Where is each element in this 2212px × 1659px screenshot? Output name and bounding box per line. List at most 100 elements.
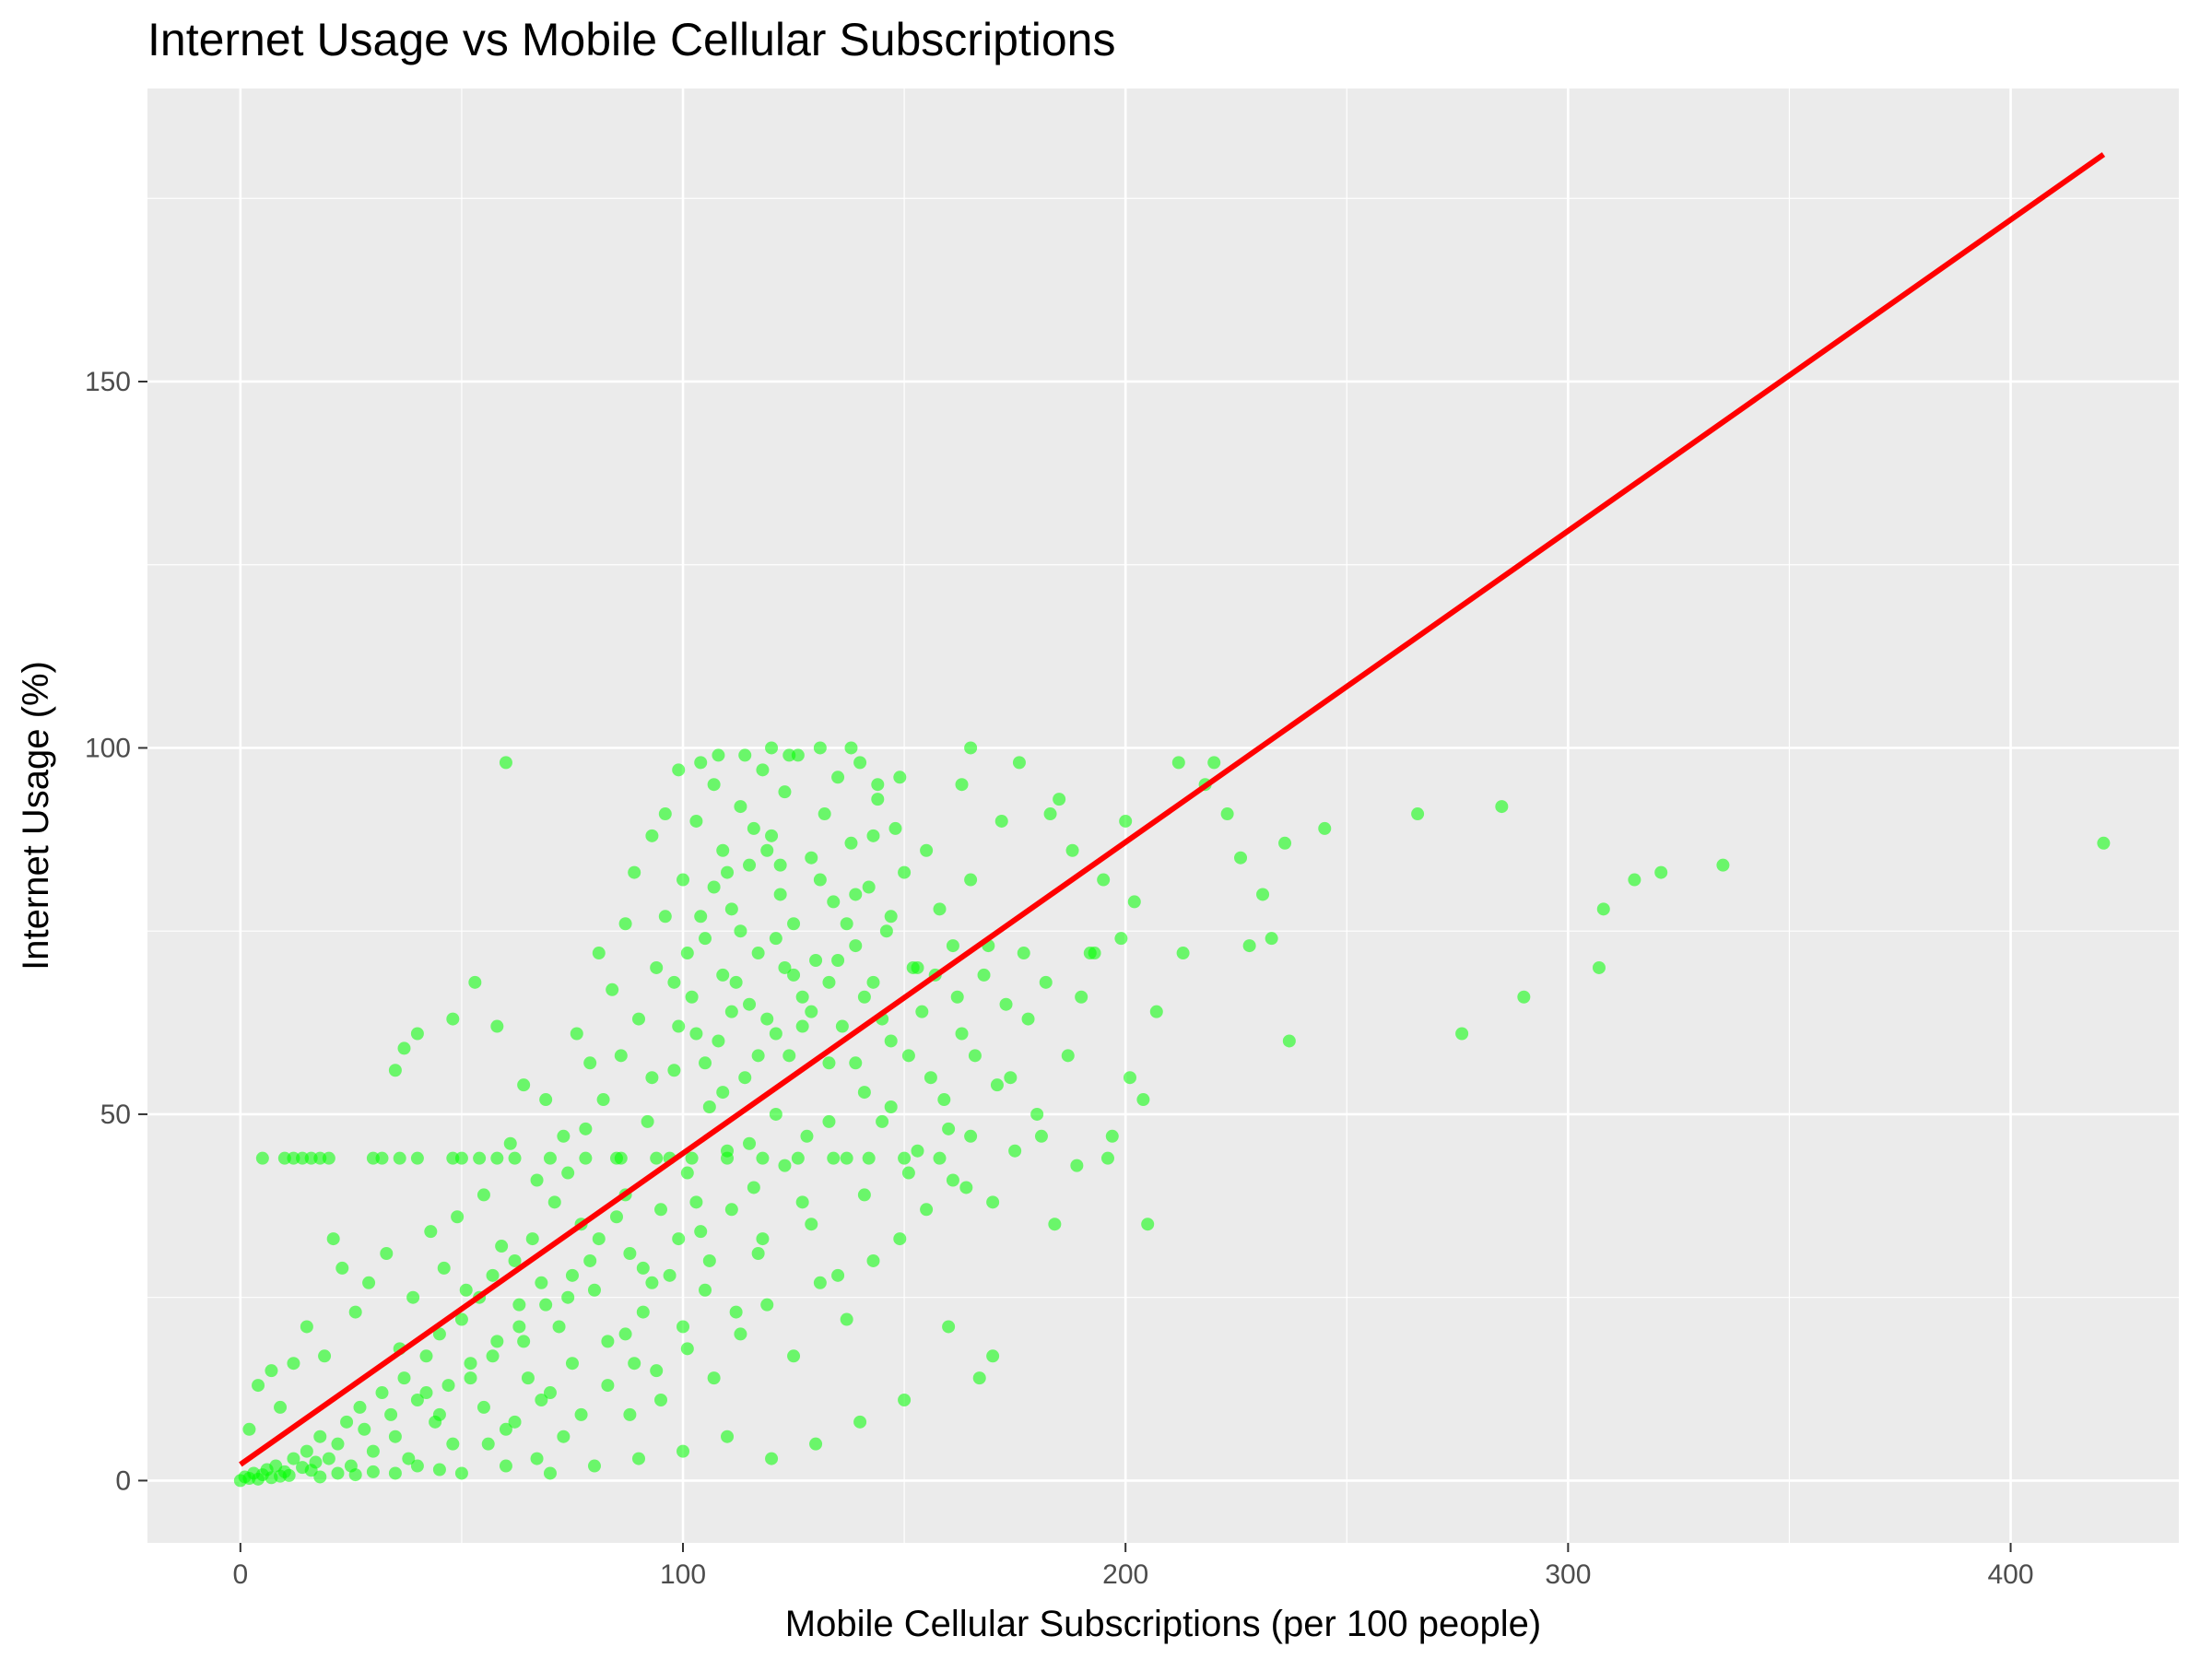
data-point xyxy=(751,1049,765,1063)
data-point xyxy=(760,1012,774,1026)
data-point xyxy=(1034,1129,1048,1143)
data-point xyxy=(1127,895,1141,909)
data-point xyxy=(419,1349,433,1363)
data-point xyxy=(721,1430,735,1443)
data-point xyxy=(734,924,747,938)
data-point xyxy=(1592,960,1606,974)
data-point xyxy=(397,1041,411,1055)
data-point xyxy=(495,1240,509,1253)
data-point xyxy=(831,954,845,968)
data-point xyxy=(1008,1144,1022,1158)
data-point xyxy=(964,873,978,887)
data-point xyxy=(680,1342,694,1356)
data-point xyxy=(1119,814,1133,828)
data-point xyxy=(1043,807,1057,821)
data-point xyxy=(300,1320,313,1334)
y-axis-title: Internet Usage (%) xyxy=(16,661,56,971)
data-point xyxy=(539,1093,553,1107)
data-point xyxy=(702,1253,716,1267)
data-point xyxy=(490,1019,504,1033)
x-tick-label: 400 xyxy=(1988,1559,2034,1590)
data-point xyxy=(424,1225,438,1239)
data-point xyxy=(614,1151,628,1165)
data-point xyxy=(849,939,863,953)
data-point xyxy=(1207,756,1221,770)
data-point xyxy=(743,997,757,1011)
data-point xyxy=(769,932,782,946)
data-point xyxy=(955,778,969,792)
data-point xyxy=(915,1005,929,1018)
data-point xyxy=(831,771,845,784)
data-point xyxy=(835,1019,849,1033)
data-point xyxy=(547,1195,561,1209)
data-point xyxy=(893,771,907,784)
data-point xyxy=(672,1232,686,1246)
fit-line-group xyxy=(239,152,2106,1467)
data-point xyxy=(592,1232,606,1246)
data-point xyxy=(242,1422,256,1436)
data-point xyxy=(994,814,1008,828)
data-point xyxy=(543,1151,557,1165)
data-point xyxy=(729,1305,743,1319)
data-point xyxy=(1141,1218,1155,1231)
data-point xyxy=(844,741,858,755)
data-point xyxy=(862,880,876,894)
data-point xyxy=(1149,1005,1163,1018)
data-point xyxy=(521,1371,535,1385)
data-point xyxy=(636,1305,650,1319)
data-point xyxy=(667,1064,681,1077)
data-point xyxy=(822,975,836,989)
data-point xyxy=(1100,1151,1114,1165)
data-point xyxy=(583,1056,597,1070)
data-point xyxy=(287,1452,300,1465)
x-tick-label: 100 xyxy=(660,1559,706,1590)
data-point xyxy=(1088,947,1101,960)
data-point xyxy=(375,1151,389,1165)
data-point xyxy=(331,1437,345,1451)
data-point xyxy=(535,1276,548,1289)
data-point xyxy=(561,1166,575,1180)
data-point xyxy=(920,843,934,857)
data-point xyxy=(716,968,730,982)
data-point xyxy=(654,1203,668,1217)
data-point xyxy=(512,1298,526,1312)
data-point xyxy=(712,748,725,762)
data-point xyxy=(680,947,694,960)
data-point xyxy=(508,1415,522,1429)
data-point xyxy=(738,1071,752,1085)
data-point xyxy=(650,1151,664,1165)
data-point xyxy=(454,1151,468,1165)
data-point xyxy=(252,1379,265,1393)
data-point xyxy=(628,865,641,879)
data-point xyxy=(587,1459,601,1473)
data-point xyxy=(773,888,787,901)
data-point xyxy=(1070,1159,1084,1172)
data-point xyxy=(738,748,752,762)
data-point xyxy=(1716,858,1730,872)
data-point xyxy=(1039,975,1053,989)
data-point xyxy=(782,1049,796,1063)
data-point xyxy=(946,939,959,953)
data-point xyxy=(866,829,880,842)
data-point xyxy=(596,1093,610,1107)
data-point xyxy=(1105,1129,1119,1143)
data-point xyxy=(857,1188,871,1202)
data-point xyxy=(751,1246,765,1260)
data-point xyxy=(871,793,885,806)
data-point xyxy=(702,1100,716,1113)
data-point xyxy=(1136,1093,1150,1107)
data-point xyxy=(795,990,809,1004)
data-point xyxy=(734,1327,747,1341)
data-point xyxy=(747,821,760,835)
data-point xyxy=(397,1371,411,1385)
data-point xyxy=(884,1034,898,1048)
data-point xyxy=(933,1151,947,1165)
data-point xyxy=(366,1151,380,1165)
data-point xyxy=(844,836,858,850)
data-point xyxy=(827,895,841,909)
data-point xyxy=(751,947,765,960)
data-point xyxy=(827,1151,841,1165)
data-point xyxy=(322,1452,335,1465)
data-point xyxy=(287,1151,300,1165)
data-point xyxy=(760,843,774,857)
